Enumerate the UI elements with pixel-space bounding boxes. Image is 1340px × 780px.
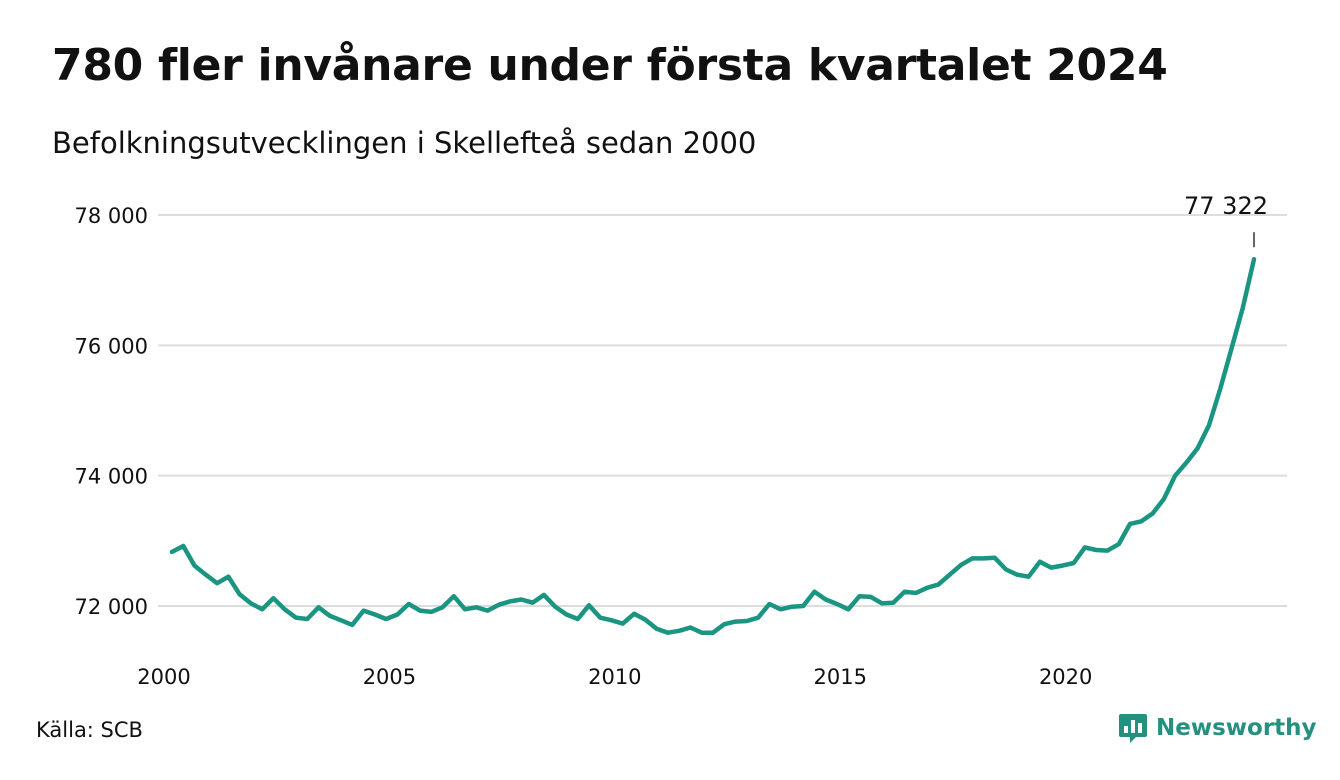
x-tick-label: 2020 — [1039, 665, 1092, 689]
x-tick-label: 2010 — [588, 665, 641, 689]
chart-subtitle: Befolkningsutvecklingen i Skellefteå sed… — [52, 126, 757, 160]
x-tick-label: 2000 — [137, 665, 190, 689]
brand-name: Newsworthy — [1156, 715, 1317, 741]
population-series-line — [169, 256, 1257, 635]
y-axis: 72 000 74 000 76 000 78 000 — [75, 204, 148, 619]
last-value-label: 77 322 — [1184, 192, 1268, 220]
source-note: Källa: SCB — [36, 718, 143, 742]
x-tick-label: 2005 — [363, 665, 416, 689]
y-tick-label: 72 000 — [75, 595, 148, 619]
bar-chart-speech-bubble-icon — [1119, 714, 1147, 743]
x-tick-label: 2015 — [814, 665, 867, 689]
chart-title: 780 fler invånare under första kvartalet… — [52, 40, 1168, 91]
annotation-layer: 77 322 — [1184, 192, 1268, 248]
x-axis: 2000 2005 2010 2015 2020 — [137, 665, 1092, 689]
series-layer — [169, 256, 1257, 635]
brand-logo[interactable]: Newsworthy — [1118, 712, 1317, 744]
grid-layer — [158, 214, 1287, 607]
y-tick-label: 76 000 — [75, 334, 148, 358]
y-tick-label: 78 000 — [75, 204, 148, 228]
y-tick-label: 74 000 — [75, 465, 148, 489]
